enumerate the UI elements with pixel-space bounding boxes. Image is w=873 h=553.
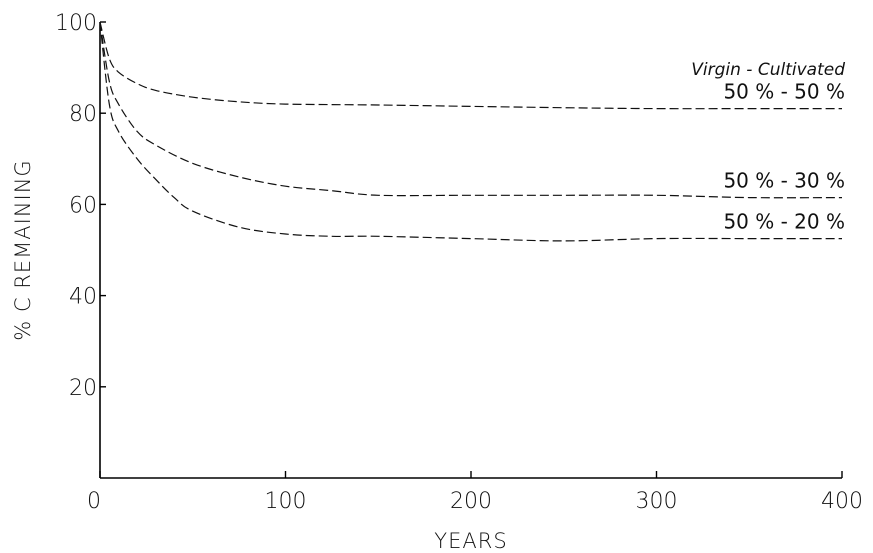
y-tick-label-20: 20 — [69, 376, 97, 401]
series-label-3: 50 % - 20 % — [723, 210, 845, 234]
series-line-2 — [99, 21, 843, 199]
series-label-1: 50 % - 50 % — [723, 80, 845, 104]
x-tick-label-300: 300 — [636, 489, 678, 514]
x-tick-label-400: 400 — [821, 489, 863, 514]
y-tick-label-100: 100 — [55, 11, 97, 36]
series-label-2: 50 % - 30 % — [723, 169, 845, 193]
y-tick-label-60: 60 — [69, 193, 97, 218]
series-group: 50 % - 50 % 50 % - 30 % 50 % - 20 % — [99, 21, 845, 242]
series-line-3 — [99, 21, 842, 242]
y-tick-label-40: 40 — [69, 285, 97, 310]
ticks: 20 40 60 80 100 0 100 200 300 400 — [55, 11, 863, 514]
x-tick-label-200: 200 — [450, 489, 492, 514]
x-axis-title: YEARS — [434, 529, 507, 553]
y-tick-label-80: 80 — [69, 102, 97, 127]
x-tick-label-0: 0 — [87, 489, 101, 514]
x-tick-label-100: 100 — [265, 489, 307, 514]
series-line-1 — [99, 21, 842, 110]
legend-title: Virgin - Cultivated — [691, 60, 845, 80]
y-axis-title: % C REMAINING — [11, 159, 35, 340]
